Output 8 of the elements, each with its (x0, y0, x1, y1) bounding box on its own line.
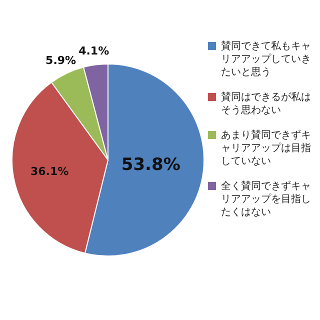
data-label: 36.1% (30, 164, 69, 178)
legend-label: 全く賛同できずキャリアアップを目指したくはない (221, 181, 311, 218)
data-label: 53.8% (121, 155, 180, 176)
data-label: 4.1% (78, 44, 110, 58)
legend-label: あまり賛同できずキャリアアップは目指していない (221, 130, 311, 167)
legend-label: 賛同はできるが私はそう思わない (221, 92, 311, 116)
legend-label: 賛同できて私もキャリアアップしていきたいと思う (221, 41, 311, 78)
data-label: 5.9% (46, 54, 76, 68)
